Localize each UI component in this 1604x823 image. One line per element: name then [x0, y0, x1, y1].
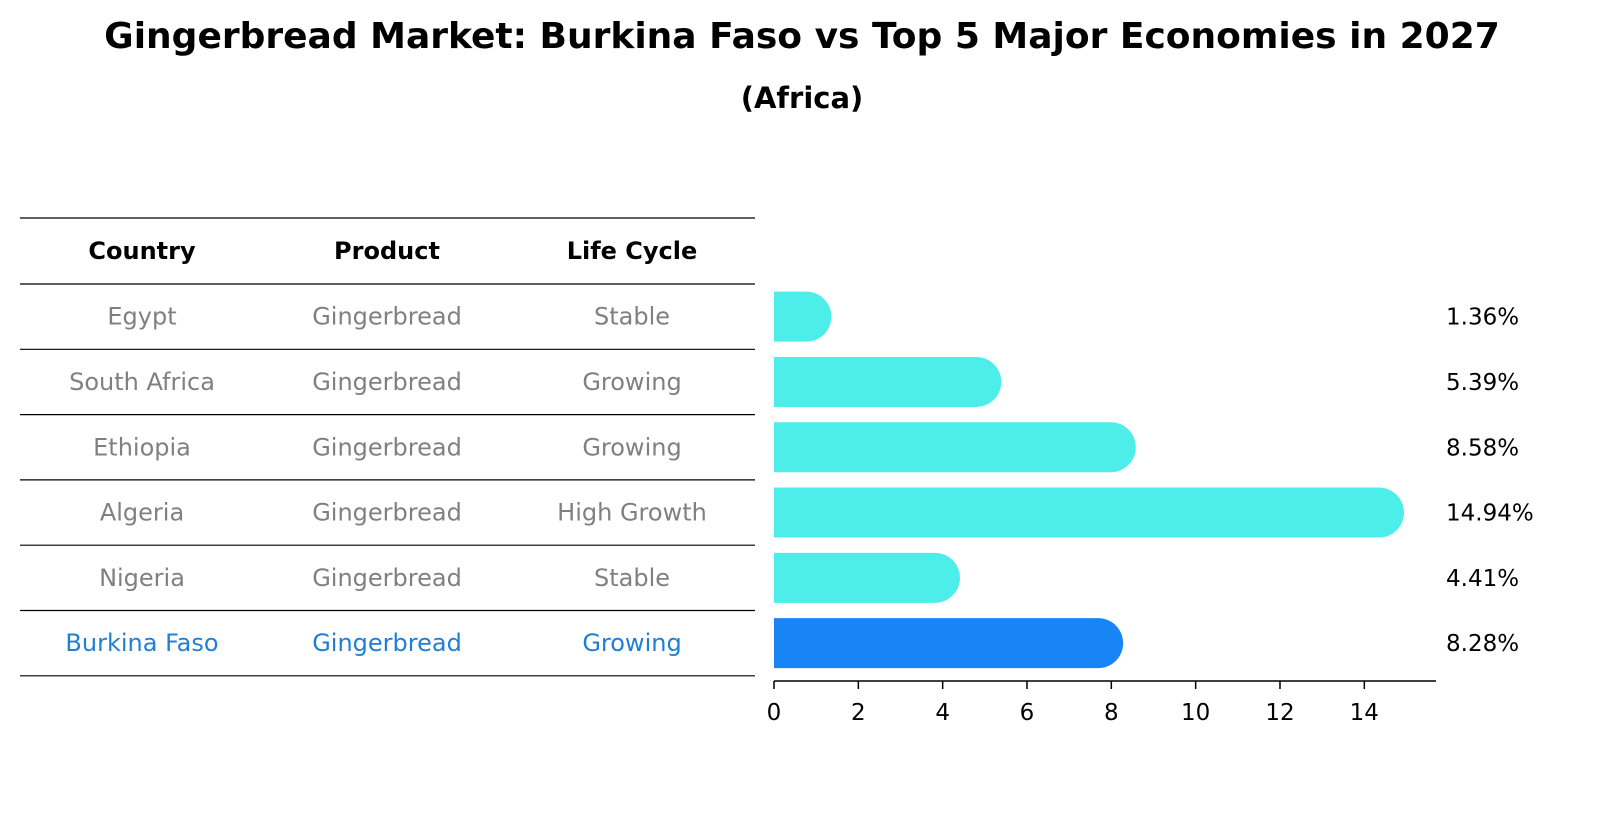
table-cell-life-cycle: Growing — [582, 368, 681, 396]
x-tick-label: 2 — [851, 700, 866, 726]
bar-nigeria — [774, 552, 960, 603]
x-tick-label: 6 — [1020, 700, 1035, 726]
x-tick-label: 10 — [1181, 700, 1210, 726]
table-cell-country: Burkina Faso — [65, 629, 218, 657]
bar-ethiopia — [774, 422, 1136, 473]
data-label: 5.39% — [1446, 370, 1519, 396]
bar-burkina-faso — [774, 618, 1124, 669]
x-tick-label: 14 — [1350, 700, 1379, 726]
table-header-product: Product — [334, 237, 440, 265]
table-cell-country: Algeria — [100, 499, 184, 527]
x-tick-label: 12 — [1265, 700, 1294, 726]
bar-chart: 1.36% 5.39% 8.58% 14.94% 4.41% 8.28% — [774, 291, 1534, 669]
x-tick-label: 4 — [935, 700, 950, 726]
bar-egypt — [774, 291, 832, 342]
bar-algeria — [774, 487, 1404, 538]
data-label: 14.94% — [1446, 501, 1534, 527]
table-cell-product: Gingerbread — [312, 499, 462, 527]
table-cell-life-cycle: Stable — [594, 303, 670, 331]
data-label: 8.58% — [1446, 435, 1519, 461]
x-axis: 0 2 4 6 8 10 12 14 — [767, 680, 1436, 726]
table-cell-country: Ethiopia — [93, 433, 191, 461]
table-cell-life-cycle: High Growth — [557, 499, 707, 527]
bar-south-africa — [774, 356, 1002, 407]
data-label: 8.28% — [1446, 631, 1519, 657]
table-cell-product: Gingerbread — [312, 433, 462, 461]
table-cell-product: Gingerbread — [312, 368, 462, 396]
x-tick-label: 0 — [767, 700, 782, 726]
table-cell-life-cycle: Growing — [582, 433, 681, 461]
table-header-life-cycle: Life Cycle — [567, 237, 698, 265]
table-cell-life-cycle: Stable — [594, 564, 670, 592]
table-cell-product: Gingerbread — [312, 303, 462, 331]
x-tick-label: 8 — [1104, 700, 1119, 726]
data-label: 4.41% — [1446, 566, 1519, 592]
table-cell-country: South Africa — [69, 368, 215, 396]
table-cell-life-cycle: Growing — [582, 629, 681, 657]
table-cell-product: Gingerbread — [312, 629, 462, 657]
table-cell-country: Nigeria — [99, 564, 185, 592]
chart-subtitle: (Africa) — [740, 81, 864, 115]
table-cell-country: Egypt — [107, 303, 176, 331]
chart-title: Gingerbread Market: Burkina Faso vs Top … — [104, 16, 1500, 57]
data-label: 1.36% — [1446, 305, 1519, 331]
data-table: Country Product Life Cycle Egypt Gingerbread… — [20, 217, 755, 677]
table-cell-product: Gingerbread — [312, 564, 462, 592]
table-header-country: Country — [88, 237, 196, 265]
